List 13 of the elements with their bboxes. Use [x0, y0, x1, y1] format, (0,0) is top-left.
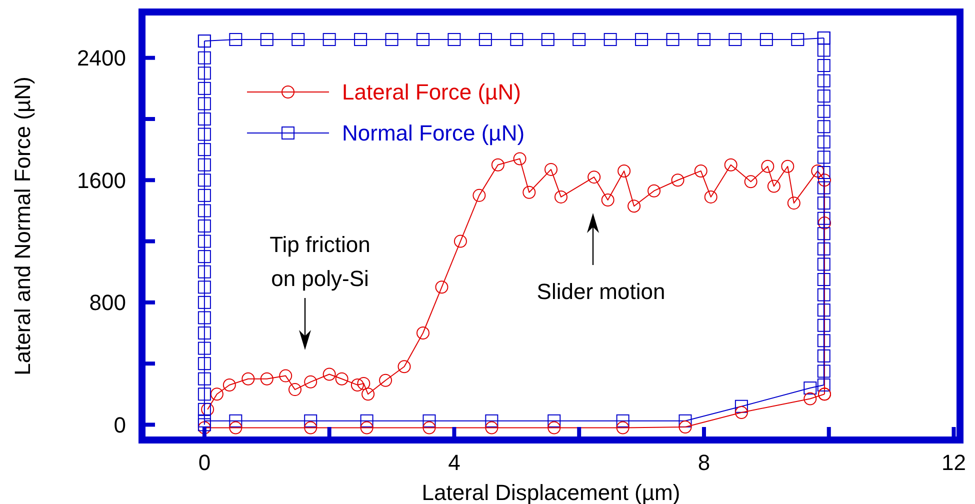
annotation: Slider motion [536, 279, 666, 304]
x-tick-label: 8 [698, 450, 710, 475]
x-tick-label: 4 [448, 450, 460, 475]
legend-label: Lateral Force (µN) [342, 80, 521, 105]
y-tick-label: 800 [89, 290, 126, 316]
annotation: Tip friction on poly-Si [270, 232, 370, 291]
x-tick-label: 0 [198, 450, 211, 475]
y-axis-title: Lateral and Normal Force (µN) [10, 76, 35, 376]
y-tick-label: 2400 [77, 46, 126, 71]
x-tick-label: 12 [942, 450, 966, 475]
y-tick-label: 1600 [77, 168, 126, 193]
y-tick-label: 0 [114, 412, 126, 438]
legend-label: Normal Force (µN) [342, 120, 525, 146]
